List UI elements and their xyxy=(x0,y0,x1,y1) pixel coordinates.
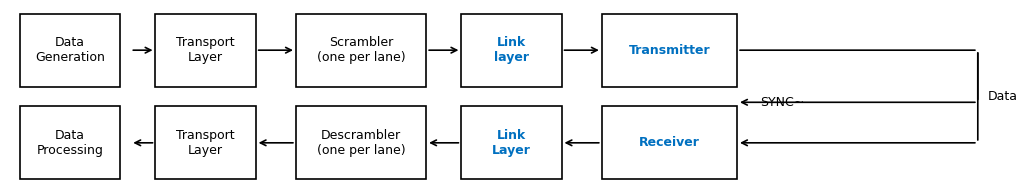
FancyBboxPatch shape xyxy=(461,106,562,179)
Text: Transmitter: Transmitter xyxy=(629,44,711,57)
Text: Transport
Layer: Transport Layer xyxy=(177,36,235,64)
Text: Data
Generation: Data Generation xyxy=(36,36,105,64)
Text: Receiver: Receiver xyxy=(639,136,699,149)
FancyBboxPatch shape xyxy=(601,106,737,179)
FancyBboxPatch shape xyxy=(461,14,562,87)
FancyBboxPatch shape xyxy=(155,14,255,87)
Text: Descrambler
(one per lane): Descrambler (one per lane) xyxy=(317,129,405,157)
FancyBboxPatch shape xyxy=(601,14,737,87)
Text: Transport
Layer: Transport Layer xyxy=(177,129,235,157)
Text: Link
Layer: Link Layer xyxy=(492,129,531,157)
FancyBboxPatch shape xyxy=(296,106,426,179)
Text: Data
Processing: Data Processing xyxy=(37,129,104,157)
FancyBboxPatch shape xyxy=(20,106,120,179)
Text: Link
layer: Link layer xyxy=(494,36,529,64)
FancyBboxPatch shape xyxy=(20,14,120,87)
FancyBboxPatch shape xyxy=(296,14,426,87)
Text: Data: Data xyxy=(988,90,1018,103)
FancyBboxPatch shape xyxy=(155,106,255,179)
Text: Scrambler
(one per lane): Scrambler (one per lane) xyxy=(317,36,405,64)
Text: SYNC~: SYNC~ xyxy=(761,96,805,109)
